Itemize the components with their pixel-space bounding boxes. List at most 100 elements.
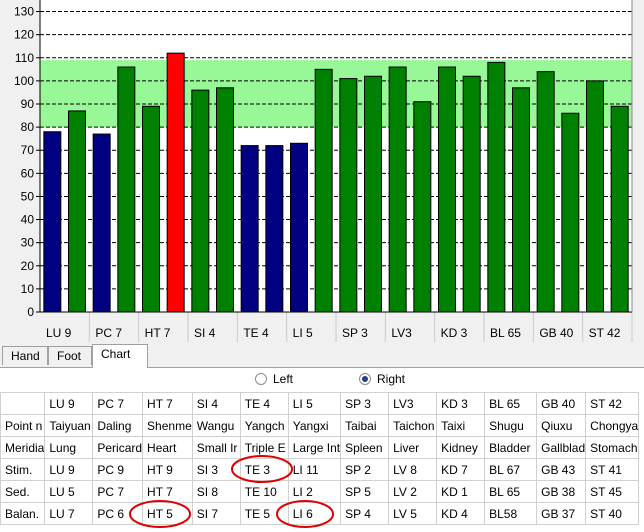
bar [561, 112, 580, 313]
category-label: LU 9 [46, 326, 72, 340]
y-tick-label: 110 [15, 51, 34, 65]
table-cell[interactable]: TE 5 [239, 502, 289, 525]
table-cell[interactable]: KD 7 [436, 458, 486, 481]
category-label: TE 4 [243, 326, 269, 340]
table-cell[interactable]: BL58 [484, 502, 538, 525]
category-label: ST 42 [588, 326, 621, 340]
table-cell[interactable]: ST 41 [585, 458, 640, 481]
table-cell[interactable]: LI 5 [287, 392, 342, 415]
row-header[interactable]: Meridia [0, 436, 46, 459]
tab-chart[interactable]: Chart [92, 344, 148, 368]
point-table-grid: LU 9 PC 7 HT 7 SI 4 TE 4 LI 5 SP 3 LV3 KD 3 BL 65… [0, 392, 640, 525]
table-cell[interactable]: HT 5 [142, 502, 193, 525]
bar [166, 52, 185, 313]
bar [240, 145, 259, 313]
bar [314, 68, 333, 313]
normal-range-band [40, 60, 632, 128]
bar [265, 145, 284, 313]
table-row: Balan. LU 7 PC 6 HT 5 SI 7 TE 5 LI 6 SP 4 LV 5 KD… [0, 502, 640, 525]
table-cell[interactable]: GB 43 [536, 458, 587, 481]
category-label: SI 4 [194, 326, 216, 340]
highlight-oval [129, 500, 191, 528]
bar [512, 87, 530, 313]
category-label: KD 3 [440, 326, 468, 340]
plot-background [40, 0, 632, 312]
bar [610, 105, 629, 313]
tab-divider [0, 367, 644, 368]
radio-left-circle[interactable] [255, 373, 267, 385]
table-cell[interactable]: LV 5 [388, 502, 438, 525]
table-cell[interactable]: Chongya [585, 414, 640, 437]
bar [117, 66, 136, 313]
bar [43, 131, 62, 313]
y-tick-label: 120 [14, 28, 34, 42]
bar [216, 87, 234, 313]
row-header[interactable]: Point n [0, 414, 46, 437]
highlight-layer [129, 455, 334, 528]
table-cell[interactable]: HT 9 [142, 458, 193, 481]
table-cell[interactable]: Pericard [92, 436, 144, 459]
table-cell[interactable]: LV 2 [388, 480, 438, 503]
category-label: PC 7 [95, 326, 123, 340]
table-cell[interactable]: LU 9 [44, 392, 94, 415]
bar [462, 75, 481, 313]
radio-right[interactable]: Right [359, 372, 405, 386]
table-cell[interactable]: Wangu [191, 414, 241, 437]
bar [92, 133, 111, 313]
y-tick-label: 10 [21, 282, 35, 296]
bar [413, 101, 432, 313]
table-cell[interactable]: LU 7 [44, 502, 94, 525]
y-tick-label: 100 [14, 74, 34, 88]
table-cell[interactable]: GB 38 [536, 480, 587, 503]
y-tick-label: 20 [21, 259, 35, 273]
bar [364, 75, 382, 313]
tab-hand[interactable]: Hand [2, 346, 48, 365]
table-row: Stim. LU 9 PC 9 HT 9 SI 3 TE 3 LI 11 SP 2 LV 8 KD… [0, 458, 640, 481]
y-tick-label: 50 [21, 189, 35, 203]
table-cell[interactable]: SI 7 [191, 502, 241, 525]
y-tick-label: 130 [14, 5, 34, 19]
table-cell[interactable]: Liver [388, 436, 438, 459]
radio-right-circle[interactable] [359, 373, 371, 385]
table-cell[interactable]: Taiyuan [44, 414, 94, 437]
category-label: HT 7 [144, 326, 171, 340]
table-cell[interactable]: Yangxi [287, 414, 342, 437]
table-cell[interactable]: GB 37 [536, 502, 587, 525]
bar [536, 71, 555, 313]
chart-svg: 0 10 20 30 40 50 60 70 80 90 100 110 120 130 [14, 0, 633, 342]
table-cell[interactable]: PC 6 [92, 502, 144, 525]
table-cell[interactable]: Lung [44, 436, 94, 459]
bar [290, 142, 308, 313]
table-cell[interactable]: PC 9 [92, 458, 144, 481]
tab-strip: Hand Foot Chart [0, 344, 644, 368]
radio-right-label: Right [377, 372, 406, 386]
bar [68, 110, 86, 313]
table-cell[interactable]: ST 40 [585, 502, 640, 525]
bar-chart: 0 10 20 30 40 50 60 70 80 90 100 110 120 130 LU 9 PC 7… [13, 0, 633, 342]
tab-foot[interactable]: Foot [48, 346, 92, 365]
table-cell[interactable]: BL 67 [484, 458, 538, 481]
bar [142, 105, 160, 313]
row-header[interactable]: Balan. [0, 502, 46, 525]
y-tick-label: 0 [27, 305, 34, 319]
bar [191, 89, 210, 313]
table-cell[interactable]: GB 40 [536, 392, 587, 415]
table-cell[interactable]: SP 4 [340, 502, 390, 525]
category-label: SP 3 [342, 326, 368, 340]
table-cell[interactable]: Bladder [484, 436, 538, 459]
table-cell[interactable]: LI 6 [287, 502, 342, 525]
table-cell[interactable]: Kidney [436, 436, 486, 459]
table-cell[interactable]: Small Ir [191, 436, 241, 459]
radio-left[interactable]: Left [255, 372, 293, 386]
bar [388, 66, 407, 313]
table-cell[interactable]: PC 7 [92, 392, 144, 415]
y-tick-label: 80 [21, 120, 35, 134]
table-cell[interactable]: LI 2 [287, 480, 342, 503]
table-cell[interactable]: KD 4 [436, 502, 486, 525]
category-label: LV3 [391, 326, 412, 340]
point-table: LU 9 PC 7 HT 7 SI 4 TE 4 LI 5 SP 3 LV3 KD 3 BL 65… [0, 392, 644, 532]
bar [487, 61, 506, 313]
row-header[interactable]: Stim. [0, 458, 46, 481]
highlight-oval [231, 455, 293, 483]
table-cell[interactable]: SP 2 [340, 458, 390, 481]
